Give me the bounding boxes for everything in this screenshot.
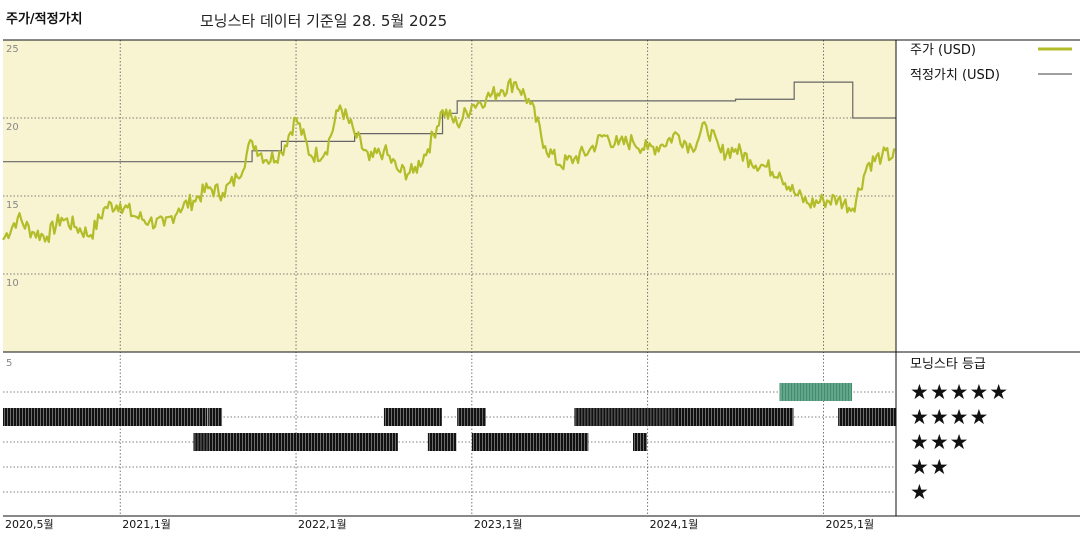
- rating-scale-label: 5: [6, 358, 12, 369]
- rating-bar-3: [633, 433, 647, 451]
- rating-layer: [3, 383, 896, 451]
- y-tick-label: 20: [6, 122, 19, 133]
- chart-title: 주가/적정가치: [6, 12, 83, 27]
- price-layer: [2, 77, 896, 243]
- rating-bar-4: [838, 408, 896, 426]
- rating-bar-4: [574, 408, 691, 426]
- star-label-4: ★★★★: [910, 405, 989, 429]
- x-tick-label: 2022,1월: [298, 518, 347, 531]
- x-tick-label: 2024,1월: [650, 518, 699, 531]
- fair-value-layer: [3, 81, 896, 163]
- rating-bar-3: [427, 433, 457, 451]
- price-line: [2, 77, 896, 243]
- star-label-2: ★★: [910, 455, 950, 479]
- x-tick-label: 2020,5월: [5, 518, 54, 531]
- rating-bar-4: [676, 408, 794, 426]
- x-tick-label: 2021,1월: [122, 518, 171, 531]
- star-label-1: ★: [910, 480, 930, 504]
- chart-subtitle: 모닝스타 데이터 기준일 28. 5월 2025: [200, 12, 448, 30]
- rating-panel-title: 모닝스타 등급: [910, 357, 986, 372]
- star-label-5: ★★★★★: [910, 380, 1009, 404]
- legend-price-label: 주가 (USD): [910, 43, 976, 58]
- rating-bar-3: [471, 433, 589, 451]
- x-tick-layer: 2020,5월 2021,1월 2022,1월 2023,1월 2024,1월 2025,…: [5, 518, 874, 531]
- rating-bar-3: [208, 433, 398, 451]
- y-tick-label: 25: [6, 44, 19, 55]
- fair-value-line: [3, 81, 896, 163]
- price-plot-background: [3, 40, 896, 352]
- star-label-3: ★★★: [910, 430, 969, 454]
- rating-bar-4: [3, 408, 208, 426]
- y-tick-layer: 25 20 15 10: [6, 44, 19, 289]
- y-tick-label: 10: [6, 278, 19, 289]
- legend-fair-value-label: 적정가치 (USD): [910, 68, 1000, 83]
- rating-bar-4: [383, 408, 442, 426]
- x-tick-label: 2025,1월: [825, 518, 874, 531]
- y-tick-label: 15: [6, 200, 19, 211]
- x-tick-label: 2023,1월: [474, 518, 523, 531]
- rating-bar-5: [779, 383, 853, 401]
- rating-bar-4: [208, 408, 223, 426]
- rating-bar-4: [457, 408, 487, 426]
